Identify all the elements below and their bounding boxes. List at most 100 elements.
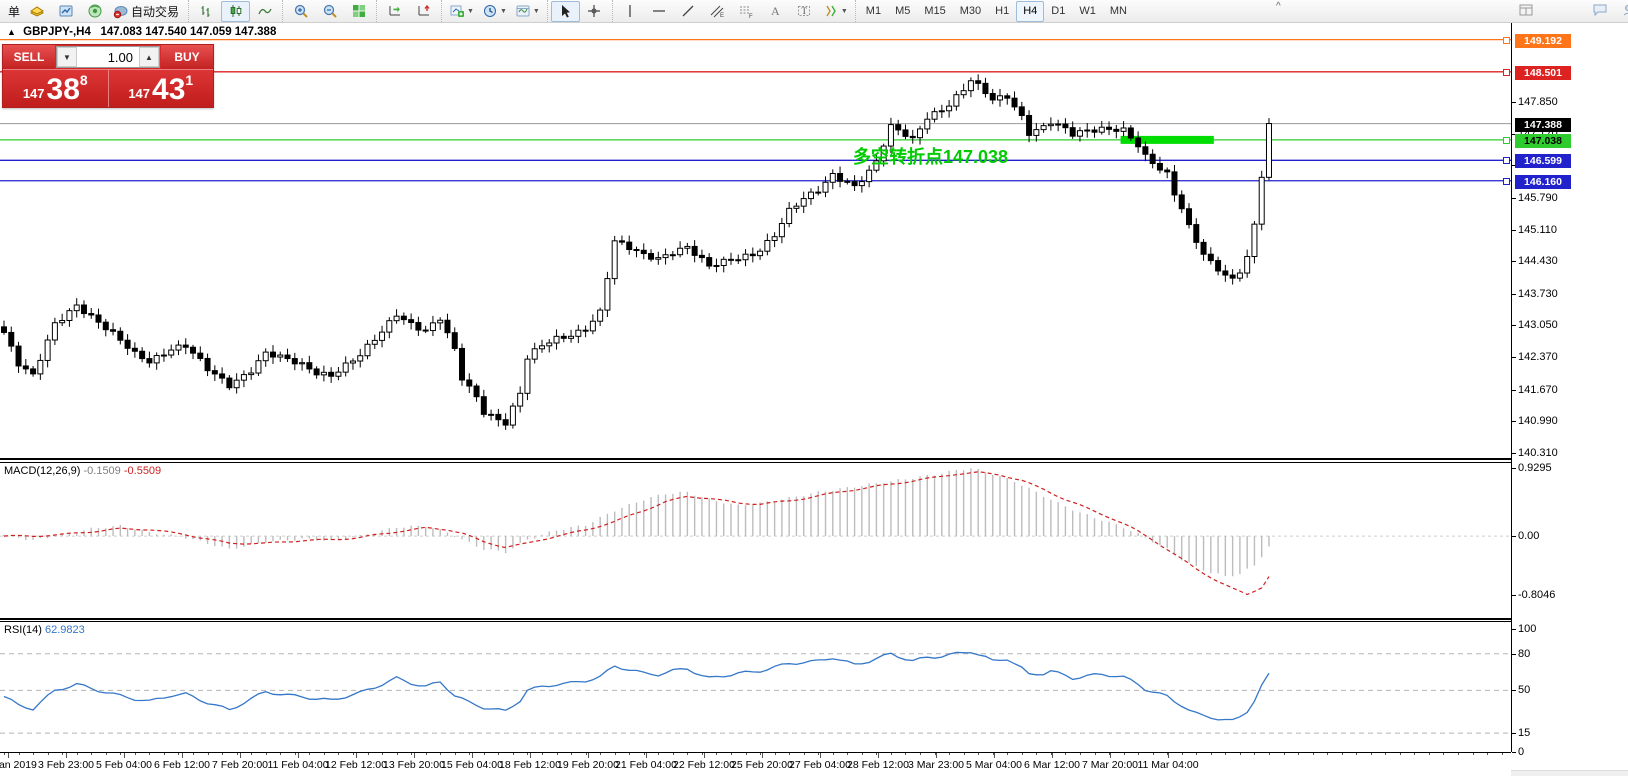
- tile-windows-button[interactable]: [344, 1, 373, 22]
- time-axis-label: 7 Feb 20:00: [212, 759, 268, 771]
- arrows-icon: [823, 3, 839, 19]
- time-major-tick: [1052, 753, 1053, 758]
- fibonacci-button[interactable]: F: [732, 1, 761, 22]
- chart-shift-button[interactable]: [409, 1, 438, 22]
- candlestick-button[interactable]: [221, 1, 250, 22]
- time-minor-tick: [1356, 753, 1357, 755]
- time-minor-tick: [164, 753, 165, 755]
- level-line-handle[interactable]: [1503, 37, 1510, 44]
- symbol-header: ▲ GBPJPY-,H4 147.083 147.540 147.059 147…: [7, 26, 276, 38]
- level-line-handle[interactable]: [1503, 157, 1510, 164]
- periods-button[interactable]: ▼: [478, 1, 511, 22]
- signals-button[interactable]: [80, 1, 109, 22]
- price-tick-mark: [1512, 261, 1516, 262]
- zoom-out-button[interactable]: [315, 1, 344, 22]
- rsi-pane[interactable]: [0, 622, 1511, 752]
- pane-separator-macd[interactable]: [0, 459, 1511, 463]
- equidistant-channel-button[interactable]: E: [703, 1, 732, 22]
- time-major-tick: [1168, 753, 1169, 758]
- time-minor-tick: [1138, 753, 1139, 755]
- time-minor-tick: [978, 753, 979, 755]
- time-major-tick: [994, 753, 995, 758]
- new-order-button[interactable]: [22, 1, 51, 22]
- indicators-button[interactable]: ▼: [445, 1, 478, 22]
- time-minor-tick: [557, 753, 558, 755]
- periods-dropdown-arrow[interactable]: ▼: [500, 8, 507, 15]
- price-axis[interactable]: 147.850147.170146.490145.790145.110144.4…: [1511, 23, 1628, 752]
- indicators-dropdown-arrow[interactable]: ▼: [467, 8, 474, 15]
- tf-m15-button[interactable]: M15: [917, 1, 952, 22]
- fibonacci-icon: F: [738, 3, 754, 19]
- time-major-tick: [1110, 753, 1111, 758]
- time-major-tick: [66, 753, 67, 758]
- time-minor-tick: [1080, 753, 1081, 755]
- tf-mn-button[interactable]: MN: [1103, 1, 1134, 22]
- time-axis-label: 25 Feb 20:00: [731, 759, 793, 771]
- crosshair-button[interactable]: [580, 1, 609, 22]
- tf-m5-button[interactable]: M5: [888, 1, 917, 22]
- volume-spinner: ▼ 1.00 ▲: [56, 46, 160, 68]
- time-minor-tick: [338, 753, 339, 755]
- bar-chart-button[interactable]: [192, 1, 221, 22]
- volume-decrease-button[interactable]: ▼: [57, 47, 77, 67]
- trendline-button[interactable]: [674, 1, 703, 22]
- time-minor-tick: [847, 753, 848, 755]
- time-minor-tick: [309, 753, 310, 755]
- chat-icon[interactable]: [1592, 2, 1608, 18]
- buy-button[interactable]: BUY: [161, 45, 213, 69]
- macd-pane[interactable]: [0, 463, 1511, 619]
- time-minor-tick: [1036, 753, 1037, 755]
- templates-dropdown-arrow[interactable]: ▼: [533, 8, 540, 15]
- zoom-in-button[interactable]: [286, 1, 315, 22]
- tf-m30-button[interactable]: M30: [953, 1, 988, 22]
- sell-price-display[interactable]: 147 38 8: [3, 70, 108, 107]
- rsi-tick-label: 100: [1518, 623, 1536, 635]
- price-chart-pane[interactable]: [0, 23, 1511, 459]
- arrows-button[interactable]: ▼: [819, 1, 852, 22]
- cursor-button[interactable]: [551, 1, 580, 22]
- horizontal-line-button[interactable]: [645, 1, 674, 22]
- time-minor-tick: [586, 753, 587, 755]
- autotrading-button[interactable]: 自动交易: [109, 1, 185, 22]
- toolbar-overflow-chevron[interactable]: ^: [1276, 1, 1281, 12]
- svg-text:E: E: [720, 13, 724, 19]
- arrows-dropdown-arrow[interactable]: ▼: [841, 8, 848, 15]
- symbol-name: GBPJPY-,H4: [23, 26, 91, 38]
- buy-price-display[interactable]: 147 43 1: [108, 70, 214, 107]
- tf-w1-button[interactable]: W1: [1072, 1, 1103, 22]
- price-tick-mark: [1512, 325, 1516, 326]
- time-major-tick: [646, 753, 647, 758]
- auto-scroll-button[interactable]: [380, 1, 409, 22]
- level-line-handle[interactable]: [1503, 69, 1510, 76]
- time-minor-tick: [455, 753, 456, 755]
- level-line-handle[interactable]: [1503, 137, 1510, 144]
- vertical-line-button[interactable]: [616, 1, 645, 22]
- collapse-panel-arrow[interactable]: ▲: [7, 27, 16, 37]
- volume-value[interactable]: 1.00: [77, 47, 139, 67]
- community-icon[interactable]: [1622, 2, 1628, 18]
- volume-increase-button[interactable]: ▲: [139, 47, 159, 67]
- symbol-ohlc-values: 147.083 147.540 147.059 147.388: [100, 26, 276, 38]
- tf-h4-button[interactable]: H4: [1016, 1, 1044, 22]
- time-minor-tick: [440, 753, 441, 755]
- time-minor-tick: [426, 753, 427, 755]
- text-button[interactable]: A: [761, 1, 790, 22]
- data-window-icon[interactable]: [1518, 2, 1534, 18]
- time-major-tick: [182, 753, 183, 758]
- pane-separator-rsi[interactable]: [0, 619, 1511, 622]
- price-tick-mark: [1512, 453, 1516, 454]
- text-label-button[interactable]: T: [790, 1, 819, 22]
- line-chart-button[interactable]: [250, 1, 279, 22]
- time-minor-tick: [19, 753, 20, 755]
- tf-m1-button[interactable]: M1: [859, 1, 888, 22]
- time-minor-tick: [266, 753, 267, 755]
- sell-button[interactable]: SELL: [3, 45, 55, 69]
- time-axis-label: 22 Feb 12:00: [673, 759, 735, 771]
- time-major-tick: [878, 753, 879, 758]
- chart-window-button[interactable]: [51, 1, 80, 22]
- tf-d1-button[interactable]: D1: [1044, 1, 1072, 22]
- level-line-handle[interactable]: [1503, 178, 1510, 185]
- templates-button[interactable]: ▼: [511, 1, 544, 22]
- tf-h1-button[interactable]: H1: [988, 1, 1016, 22]
